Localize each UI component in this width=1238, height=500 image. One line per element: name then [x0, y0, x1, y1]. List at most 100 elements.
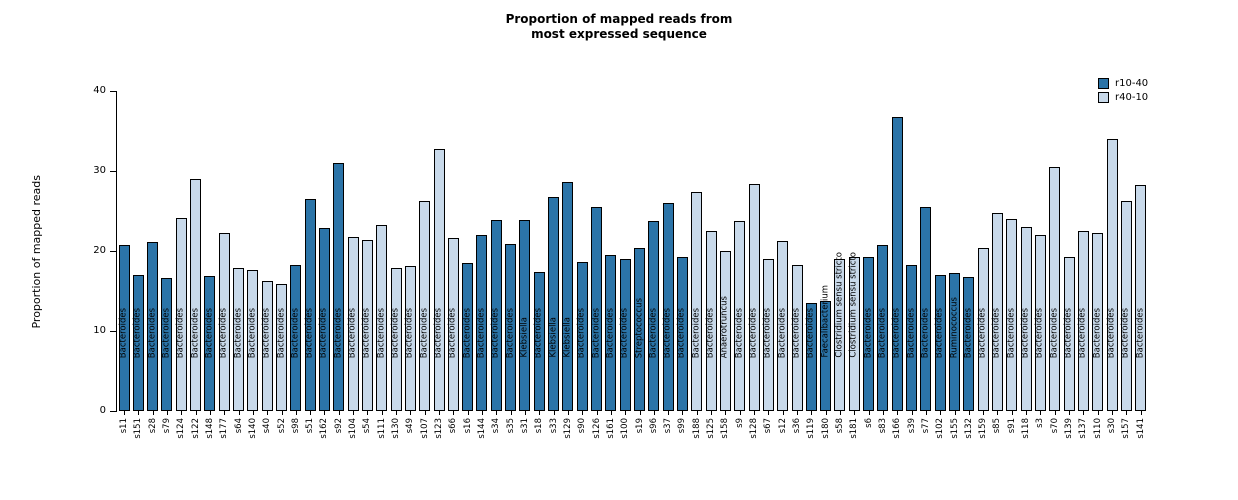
- x-tick-mark: [725, 411, 727, 415]
- bar: Bacteroides: [419, 201, 431, 411]
- x-tick-mark: [596, 411, 598, 415]
- x-tick-label: s148: [204, 418, 215, 439]
- x-tick-label: s155: [949, 418, 960, 439]
- bar-taxon-label: Bacteroides: [161, 307, 172, 358]
- bar: Ruminococcus: [949, 273, 961, 411]
- bar-taxon-label: Bacteroides: [648, 307, 659, 358]
- x-tick-label: s31: [519, 418, 530, 434]
- bar: Bacteroides: [891, 116, 903, 411]
- x-tick-mark: [209, 411, 211, 415]
- x-tick-label: s96: [648, 418, 659, 434]
- x-tick-label: s40: [262, 418, 273, 434]
- x-tick-mark: [1054, 411, 1056, 415]
- bar: Bacteroides: [991, 212, 1003, 411]
- bar: Bacteroides: [777, 241, 789, 411]
- bar-taxon-label: Bacteroides: [934, 307, 945, 358]
- x-tick-label: s107: [419, 418, 430, 439]
- x-tick-mark: [811, 411, 813, 415]
- legend-item-r40-10: r40-10: [1098, 90, 1148, 104]
- y-tick-label: 0: [99, 405, 106, 416]
- bar: Bacteroides: [218, 233, 230, 411]
- bar: Bacteroides: [290, 264, 302, 411]
- x-tick-mark: [882, 411, 884, 415]
- chart-title: Proportion of mapped reads from most exp…: [505, 12, 733, 41]
- bar-taxon-label: Bacteroides: [662, 307, 673, 358]
- bar-taxon-label: Bacteroides: [762, 307, 773, 358]
- bar: Klebsiella: [548, 197, 560, 411]
- x-tick-label: s139: [1064, 418, 1075, 439]
- bar: Bacteroides: [204, 275, 216, 411]
- x-tick-mark: [238, 411, 240, 415]
- x-tick-mark: [739, 411, 741, 415]
- x-tick-label: s151: [133, 418, 144, 439]
- x-tick-mark: [625, 411, 627, 415]
- x-tick-label: s132: [963, 418, 974, 439]
- x-tick-label: s141: [1135, 418, 1146, 439]
- x-tick-mark: [510, 411, 512, 415]
- x-tick-mark: [1083, 411, 1085, 415]
- bar-taxon-label: Bacteroides: [977, 307, 988, 358]
- bar: Clostridium sensu stricto: [848, 252, 860, 411]
- bar-taxon-label: Bacteroides: [433, 307, 444, 358]
- x-tick-mark: [983, 411, 985, 415]
- x-tick-label: s18: [534, 418, 545, 434]
- x-tick-label: s34: [491, 418, 502, 434]
- bar-taxon-label: Bacteroides: [891, 307, 902, 358]
- x-tick-label: s98: [290, 418, 301, 434]
- bar-taxon-label: Bacteroides: [920, 307, 931, 358]
- x-tick-mark: [252, 411, 254, 415]
- bar-taxon-label: Bacteroides: [734, 307, 745, 358]
- x-tick-mark: [181, 411, 183, 415]
- bar: Bacteroides: [261, 280, 273, 411]
- x-tick-label: s122: [190, 418, 201, 439]
- bar: Bacteroides: [605, 255, 617, 411]
- x-tick-label: s51: [305, 418, 316, 434]
- bar: Bacteroides: [490, 219, 502, 411]
- bar: Bacteroides: [576, 262, 588, 411]
- x-tick-mark: [711, 411, 713, 415]
- y-tick-label: 20: [93, 245, 106, 256]
- x-tick-label: s79: [161, 418, 172, 434]
- x-tick-mark: [797, 411, 798, 415]
- x-tick-mark: [968, 411, 970, 415]
- bar-taxon-label: Bacteroides: [190, 307, 201, 358]
- bar-taxon-label: Bacteroides: [490, 307, 501, 358]
- x-tick-label: s128: [749, 418, 760, 439]
- x-tick-label: s9: [734, 418, 745, 428]
- bar: Bacteroides: [977, 247, 989, 411]
- bar-taxon-label: Bacteroides: [991, 307, 1002, 358]
- bar-taxon-label: Bacteroides: [906, 307, 917, 358]
- bar-taxon-label: Bacteroides: [290, 307, 301, 358]
- bar-taxon-label: Bacteroides: [791, 307, 802, 358]
- bar: Bacteroides: [734, 220, 746, 411]
- bar: Bacteroides: [390, 267, 402, 411]
- x-tick-mark: [424, 411, 426, 415]
- x-tick-label: s66: [448, 418, 459, 434]
- x-tick-label: s162: [319, 418, 330, 439]
- x-tick-mark: [166, 411, 168, 415]
- x-tick-label: s49: [405, 418, 416, 434]
- legend: r10-40 r40-10: [1098, 76, 1148, 104]
- x-tick-label: s177: [219, 418, 230, 439]
- x-tick-mark: [768, 411, 770, 415]
- bar-taxon-label: Bacteroides: [261, 307, 272, 358]
- bar: Klebsiella: [519, 219, 531, 411]
- x-tick-label: s12: [777, 418, 788, 434]
- bar-taxon-label: Bacteroides: [605, 307, 616, 358]
- bar: Bacteroides: [1063, 257, 1075, 411]
- x-tick-mark: [1069, 411, 1071, 415]
- x-tick-mark: [897, 411, 899, 415]
- bar: Bacteroides: [863, 256, 875, 411]
- bar-taxon-label: Bacteroides: [318, 307, 329, 358]
- x-tick-label: s58: [834, 418, 845, 434]
- x-tick-mark: [682, 411, 684, 415]
- x-tick-label: s102: [935, 418, 946, 439]
- x-tick-mark: [353, 411, 355, 415]
- x-tick-label: s140: [247, 418, 258, 439]
- x-tick-label: s6: [863, 418, 874, 428]
- x-tick-mark: [310, 411, 312, 415]
- bar: Bacteroides: [304, 199, 316, 411]
- y-tick-mark: [110, 91, 116, 92]
- x-tick-mark: [553, 411, 555, 415]
